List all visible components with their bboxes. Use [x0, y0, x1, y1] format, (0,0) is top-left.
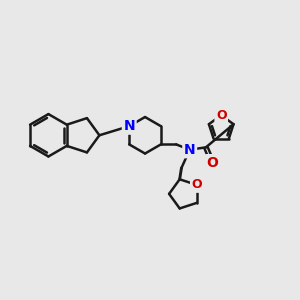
Text: O: O	[216, 109, 226, 122]
Text: O: O	[206, 156, 218, 170]
Text: O: O	[191, 178, 202, 191]
Text: N: N	[123, 119, 135, 133]
Text: N: N	[184, 143, 196, 157]
